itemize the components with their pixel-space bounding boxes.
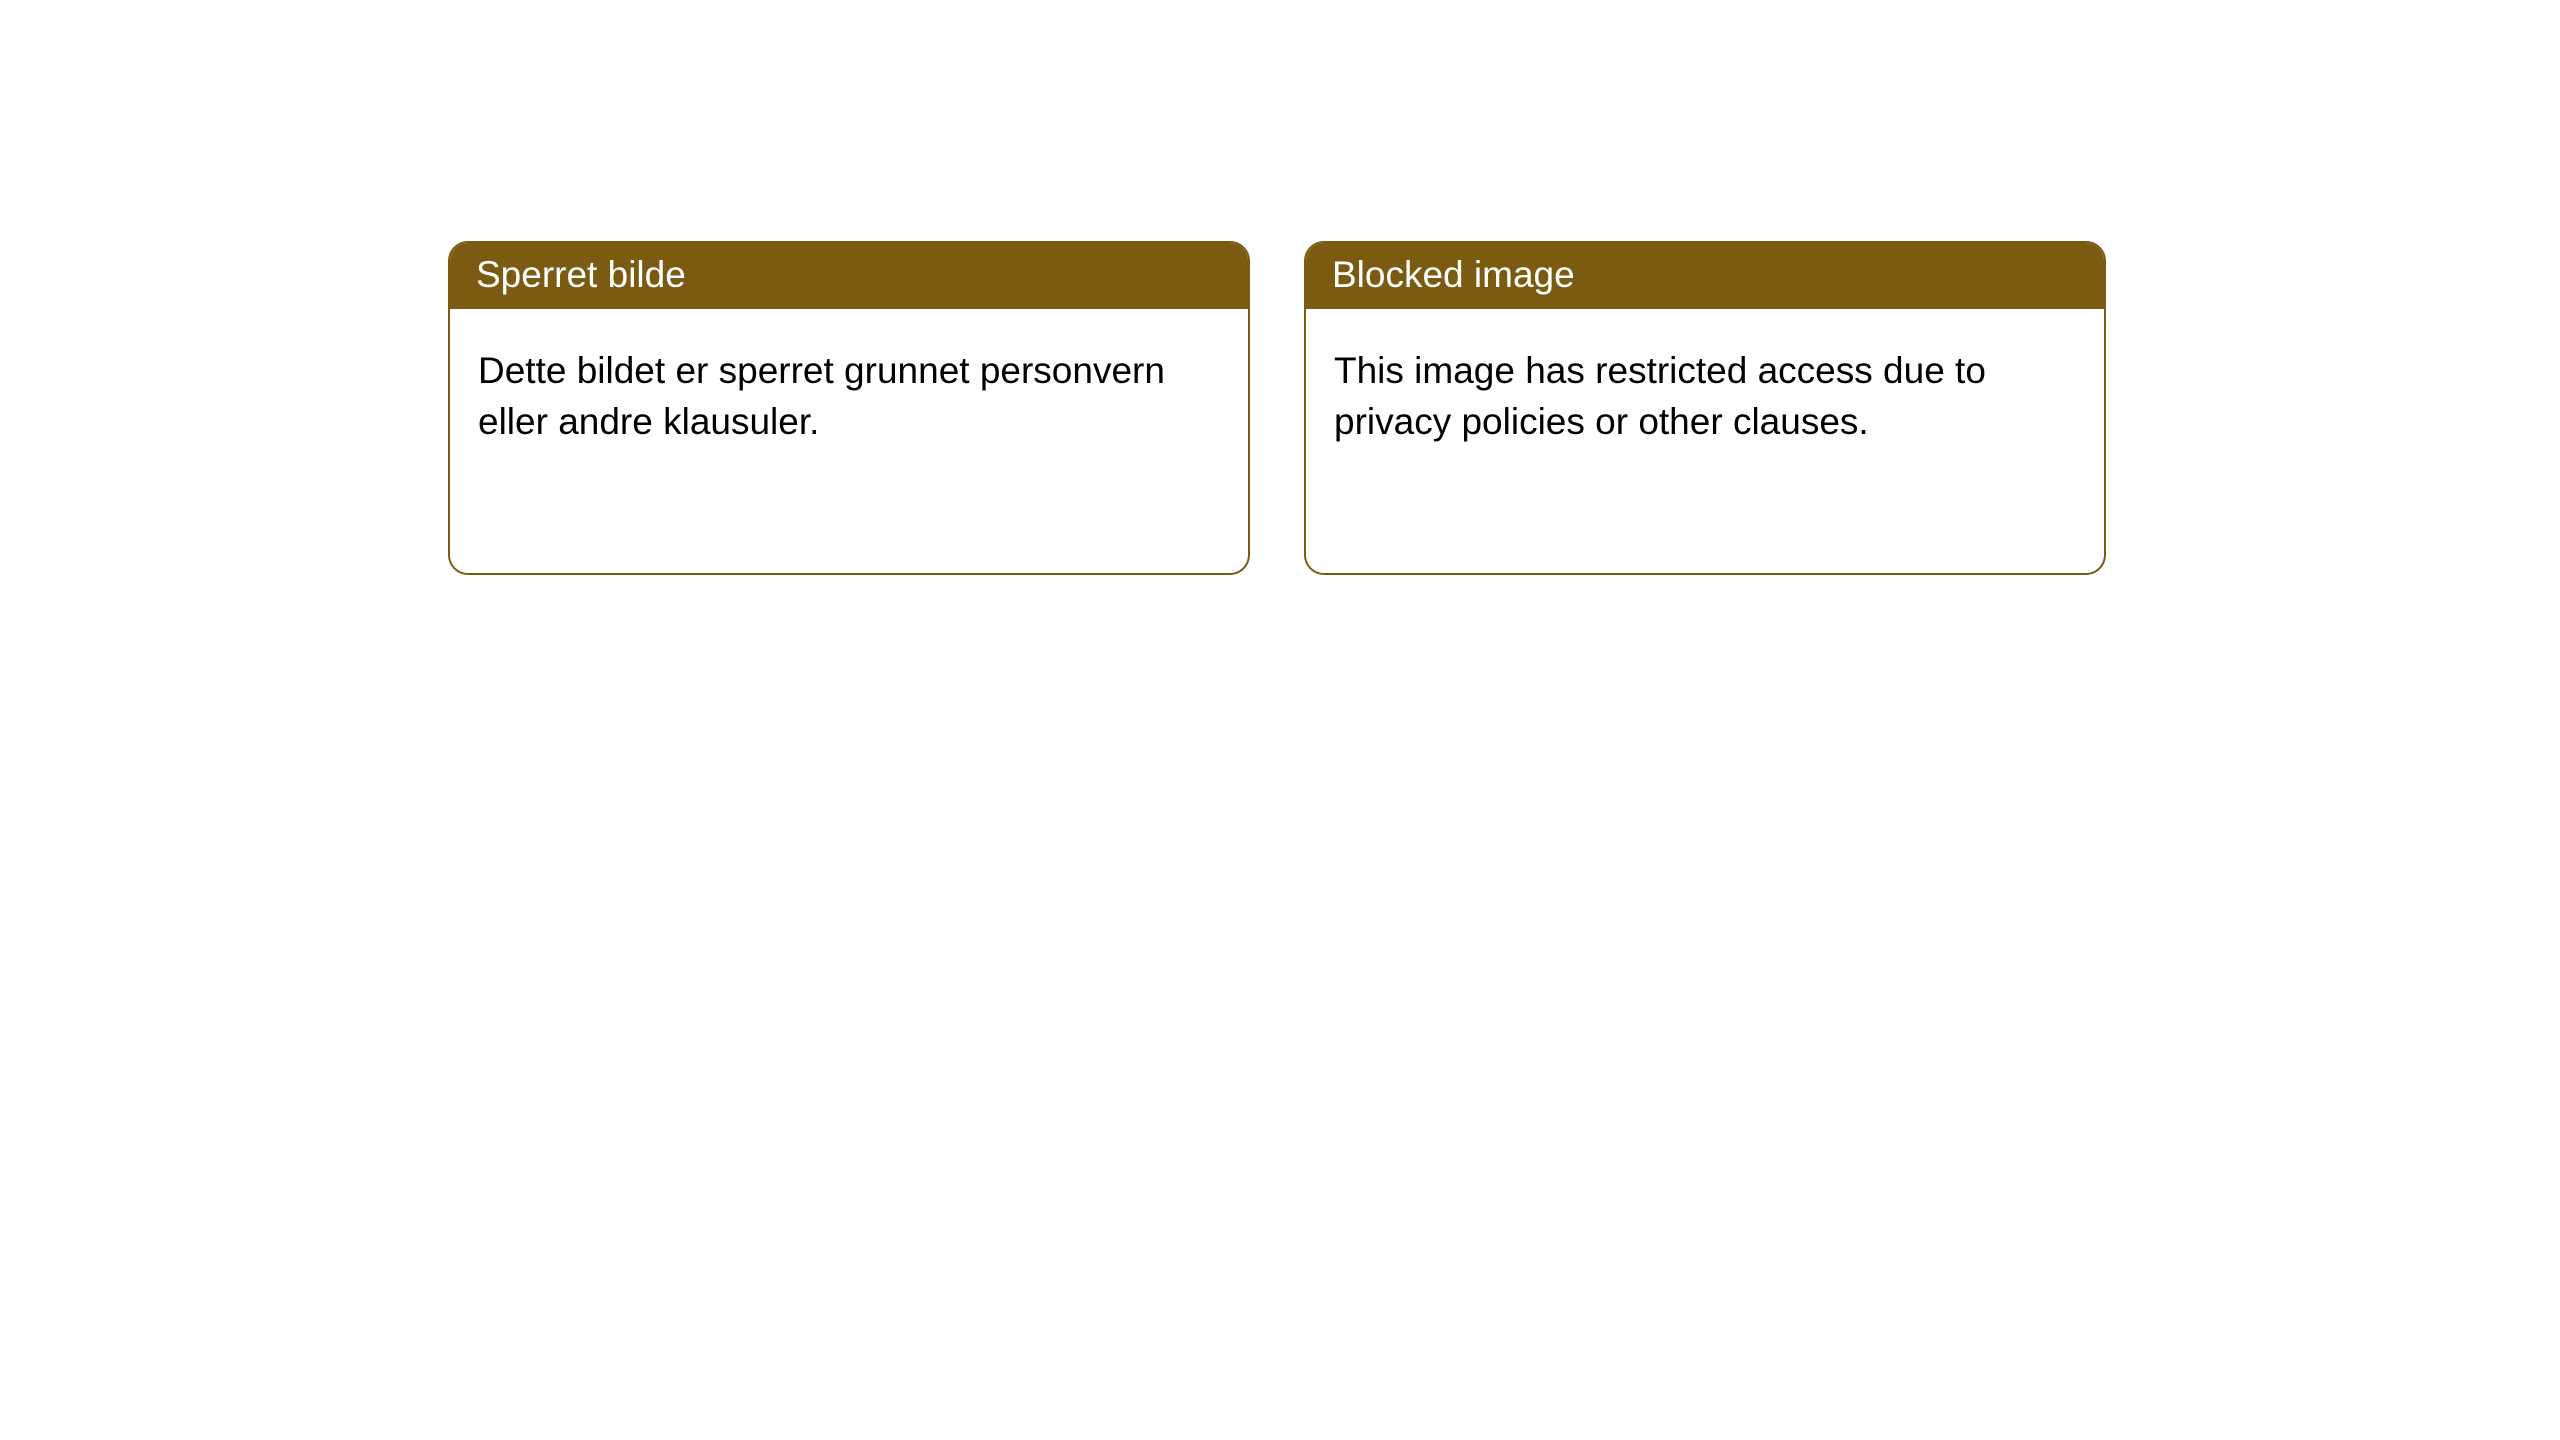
notice-body-english: This image has restricted access due to … <box>1306 309 2104 475</box>
notice-container: Sperret bilde Dette bildet er sperret gr… <box>448 241 2106 575</box>
notice-title-norwegian: Sperret bilde <box>450 243 1248 309</box>
notice-body-norwegian: Dette bildet er sperret grunnet personve… <box>450 309 1248 475</box>
notice-card-english: Blocked image This image has restricted … <box>1304 241 2106 575</box>
notice-card-norwegian: Sperret bilde Dette bildet er sperret gr… <box>448 241 1250 575</box>
notice-title-english: Blocked image <box>1306 243 2104 309</box>
